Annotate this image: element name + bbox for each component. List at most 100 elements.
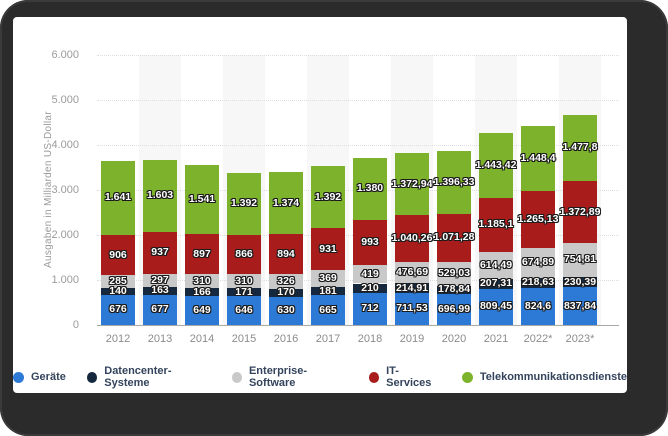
bar-segment-Telekommunikationsdienste-2014[interactable] [185, 164, 219, 234]
bar-segment-Geräte-2013[interactable] [143, 294, 177, 325]
bar-segment-Datencenter-Systeme-2018[interactable] [353, 283, 387, 293]
bar-segment-Geräte-2022*[interactable] [521, 287, 555, 325]
legend-item-Geräte[interactable]: Geräte [13, 371, 66, 383]
bar-segment-Enterprise-Software-2018[interactable] [353, 264, 387, 284]
bar-segment-Telekommunikationsdienste-2015[interactable] [227, 172, 261, 236]
bar-segment-Datencenter-Systeme-2021[interactable] [479, 279, 513, 289]
legend-label: Enterprise-Software [248, 365, 308, 389]
bar-segment-Enterprise-Software-2012[interactable] [101, 275, 135, 289]
legend: Geräte Datencenter-Systeme Enterprise-Soft… [13, 365, 627, 389]
bar-segment-Telekommunikationsdienste-2019[interactable] [395, 153, 429, 216]
x-tick-label: 2012 [105, 333, 131, 345]
legend-label: Datencenter-Systeme [104, 365, 172, 389]
bar-segment-Telekommunikationsdienste-2020[interactable] [437, 150, 471, 214]
bar-segment-Enterprise-Software-2019[interactable] [395, 261, 429, 284]
x-tick-label: 2015 [231, 333, 257, 345]
stacked-bar-chart: Ausgaben in Milliarden US-Dollar Geräte D… [13, 17, 627, 393]
bar-segment-Telekommunikationsdienste-2022*[interactable] [521, 125, 555, 191]
bar-segment-Datencenter-Systeme-2017[interactable] [311, 286, 345, 296]
legend-item-Datencenter-Systeme[interactable]: Datencenter-Systeme [86, 365, 211, 389]
bar-segment-Datencenter-Systeme-2023*[interactable] [563, 276, 597, 288]
bar-segment-IT-Services-2012[interactable] [101, 234, 135, 276]
bar-segment-IT-Services-2019[interactable] [395, 215, 429, 262]
bar-segment-Geräte-2020[interactable] [437, 293, 471, 325]
bar-segment-Enterprise-Software-2023*[interactable] [563, 242, 597, 277]
bar-segment-Datencenter-Systeme-2016[interactable] [269, 289, 303, 297]
legend-dot-icon [13, 371, 24, 383]
legend-dot-icon [461, 371, 473, 383]
bar-segment-IT-Services-2016[interactable] [269, 234, 303, 275]
y-tick-label: 4.000 [51, 139, 79, 151]
y-tick-label: 2.000 [51, 229, 79, 241]
bar-segment-Telekommunikationsdienste-2018[interactable] [353, 157, 387, 220]
bar-segment-Telekommunikationsdienste-2012[interactable] [101, 160, 135, 235]
gridline [97, 145, 619, 146]
bar-segment-Enterprise-Software-2022*[interactable] [521, 247, 555, 279]
bar-segment-Datencenter-Systeme-2014[interactable] [185, 288, 219, 296]
y-tick-label: 6.000 [51, 49, 79, 61]
bar-segment-Enterprise-Software-2013[interactable] [143, 273, 177, 288]
bar-segment-Telekommunikationsdienste-2017[interactable] [311, 165, 345, 229]
bar-segment-IT-Services-2014[interactable] [185, 234, 219, 275]
bar-segment-Geräte-2012[interactable] [101, 294, 135, 325]
bar-segment-Datencenter-Systeme-2013[interactable] [143, 287, 177, 295]
x-tick-label: 2016 [273, 333, 299, 345]
chart-card: Ausgaben in Milliarden US-Dollar Geräte D… [13, 17, 627, 393]
bar-segment-Geräte-2017[interactable] [311, 295, 345, 325]
legend-label: Telekommunikationsdienste [479, 371, 627, 383]
bar-segment-Geräte-2015[interactable] [227, 295, 261, 325]
x-tick-label: 2020 [441, 333, 467, 345]
bar-segment-IT-Services-2021[interactable] [479, 198, 513, 252]
x-tick-label: 2021 [483, 333, 509, 345]
bar-segment-IT-Services-2015[interactable] [227, 235, 261, 275]
bar-segment-IT-Services-2013[interactable] [143, 231, 177, 274]
x-tick-label: 2023* [565, 333, 595, 345]
x-axis-line [97, 325, 619, 326]
x-tick-label: 2017 [315, 333, 341, 345]
y-tick-label: 3.000 [51, 184, 79, 196]
legend-dot-icon [86, 371, 98, 383]
bar-segment-Geräte-2019[interactable] [395, 292, 429, 325]
bar-segment-Telekommunikationsdienste-2013[interactable] [143, 159, 177, 232]
x-tick-label: 2022* [523, 333, 553, 345]
bar-segment-Datencenter-Systeme-2022*[interactable] [521, 278, 555, 288]
bar-segment-Geräte-2018[interactable] [353, 292, 387, 325]
bar-segment-Geräte-2014[interactable] [185, 295, 219, 325]
legend-label: IT-Services [386, 365, 432, 389]
legend-item-Telekommunikationsdienste[interactable]: Telekommunikationsdienste [461, 371, 627, 383]
bar-segment-Enterprise-Software-2020[interactable] [437, 261, 471, 286]
bar-segment-Enterprise-Software-2014[interactable] [185, 274, 219, 289]
bar-segment-Geräte-2023*[interactable] [563, 287, 597, 325]
gridline [97, 100, 619, 101]
bar-segment-Geräte-2016[interactable] [269, 296, 303, 325]
bar-segment-Geräte-2021[interactable] [479, 288, 513, 325]
bar-segment-Telekommunikationsdienste-2023*[interactable] [563, 114, 597, 182]
bar-segment-IT-Services-2023*[interactable] [563, 181, 597, 243]
bar-segment-IT-Services-2020[interactable] [437, 213, 471, 262]
legend-item-IT-Services[interactable]: IT-Services [368, 365, 441, 389]
bar-segment-Enterprise-Software-2016[interactable] [269, 274, 303, 289]
legend-item-Enterprise-Software[interactable]: Enterprise-Software [231, 365, 348, 389]
x-tick-label: 2014 [189, 333, 215, 345]
bar-segment-IT-Services-2017[interactable] [311, 228, 345, 271]
bar-segment-Enterprise-Software-2021[interactable] [479, 251, 513, 280]
y-tick-label: 0 [72, 319, 79, 331]
bar-segment-IT-Services-2022*[interactable] [521, 190, 555, 248]
legend-dot-icon [231, 371, 242, 383]
bar-segment-Telekommunikationsdienste-2016[interactable] [269, 172, 303, 235]
bar-segment-Datencenter-Systeme-2015[interactable] [227, 288, 261, 296]
bar-segment-Datencenter-Systeme-2019[interactable] [395, 283, 429, 293]
bar-segment-IT-Services-2018[interactable] [353, 219, 387, 265]
legend-label: Geräte [31, 371, 66, 383]
bar-segment-Datencenter-Systeme-2012[interactable] [101, 288, 135, 295]
y-tick-label: 1.000 [51, 274, 79, 286]
bar-segment-Telekommunikationsdienste-2021[interactable] [479, 133, 513, 199]
legend-dot-icon [368, 371, 380, 383]
x-tick-label: 2018 [357, 333, 383, 345]
bar-segment-Enterprise-Software-2015[interactable] [227, 274, 261, 289]
bar-segment-Datencenter-Systeme-2020[interactable] [437, 285, 471, 294]
x-tick-label: 2013 [147, 333, 173, 345]
bar-segment-Enterprise-Software-2017[interactable] [311, 270, 345, 287]
gridline [97, 55, 619, 56]
